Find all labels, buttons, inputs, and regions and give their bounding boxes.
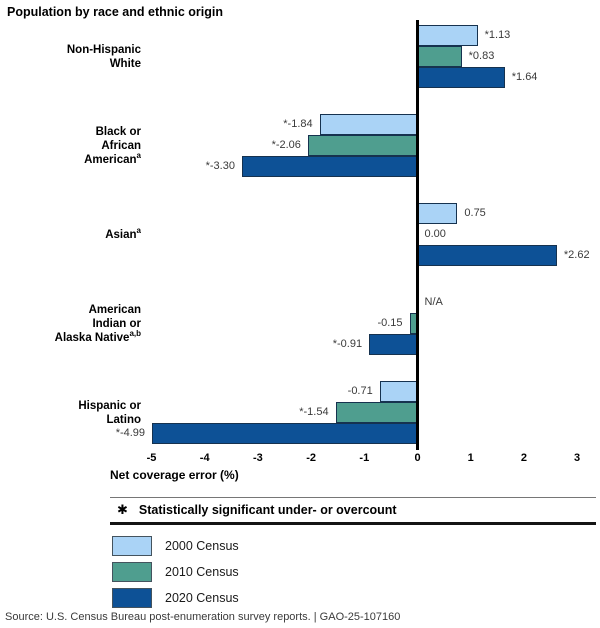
value-label: *0.83 [468,50,495,62]
legend-label-2020-census: 2020 Census [165,591,239,605]
bar-2020-census-hispanic-or-latino [152,423,418,444]
bar-2020-census-american-indian-or-alaska-native [369,334,418,355]
category-label-hispanic-or-latino: Hispanic or Latino [78,399,141,426]
legend-swatch-2010-census [112,562,152,582]
bar-2020-census-asian [417,245,557,266]
legend: 2000 Census 2010 Census 2020 Census [112,536,239,614]
value-label: -0.15 [377,317,403,329]
legend-label-2000-census: 2000 Census [165,539,239,553]
footnote-box: ✱ Statistically significant under- or ove… [110,497,596,525]
bar-2010-census-black-or-african-american [307,135,418,156]
x-tick-label-0: 0 [414,452,421,464]
legend-item-2020-census: 2020 Census [112,588,239,608]
category-label-black-or-african-american: Black or African Americana [84,125,141,166]
value-label: -0.71 [347,385,373,397]
bar-2000-census-non-hispanic-white [417,25,478,46]
legend-swatch-2020-census [112,588,152,608]
bar-2020-census-non-hispanic-white [417,67,505,88]
value-label: *1.13 [484,29,511,41]
asterisk-marker: ✱ [117,502,128,517]
category-label-asian: Asiana [105,225,141,241]
bar-2000-census-black-or-african-american [319,114,418,135]
legend-label-2010-census: 2010 Census [165,565,239,579]
x-axis-title: Net coverage error (%) [110,468,239,482]
bar-2010-census-hispanic-or-latino [335,402,418,423]
category-label-non-hispanic-white: Non-Hispanic White [66,43,141,70]
zero-axis-line [416,20,419,450]
x-tick-label--1: -1 [359,452,370,464]
source-line: Source: U.S. Census Bureau post-enumerat… [5,611,401,623]
value-label: N/A [424,296,443,308]
x-tick-label--5: -5 [146,452,157,464]
value-label: *-1.84 [283,118,313,130]
bar-2020-census-black-or-african-american [241,156,418,177]
footnote-text: Statistically significant under- or over… [138,503,397,517]
legend-item-2000-census: 2000 Census [112,536,239,556]
category-label-american-indian-or-alaska-native: American Indian or Alaska Nativea,b [54,303,141,344]
bar-2010-census-non-hispanic-white [417,46,462,67]
value-label: *-0.91 [332,338,363,350]
value-label: *-1.54 [299,406,329,418]
x-tick-label--2: -2 [306,452,316,464]
bar-2000-census-asian [417,203,458,224]
value-label: 0.75 [464,207,486,219]
x-tick-label-2: 2 [520,452,527,464]
x-tick-label-3: 3 [574,452,581,464]
value-label: *1.64 [511,71,538,83]
x-tick-label-1: 1 [467,452,474,464]
chart-title: Population by race and ethnic origin [7,5,223,19]
x-tick-label--4: -4 [199,452,210,464]
value-label: *2.62 [563,249,590,261]
value-label: *-3.30 [205,160,235,172]
x-tick-label--3: -3 [253,452,263,464]
bar-2000-census-hispanic-or-latino [379,381,418,402]
legend-item-2010-census: 2010 Census [112,562,239,582]
value-label: *-2.06 [271,139,301,151]
legend-swatch-2000-census [112,536,152,556]
value-label: *-4.99 [115,427,146,439]
value-label: 0.00 [424,228,446,240]
